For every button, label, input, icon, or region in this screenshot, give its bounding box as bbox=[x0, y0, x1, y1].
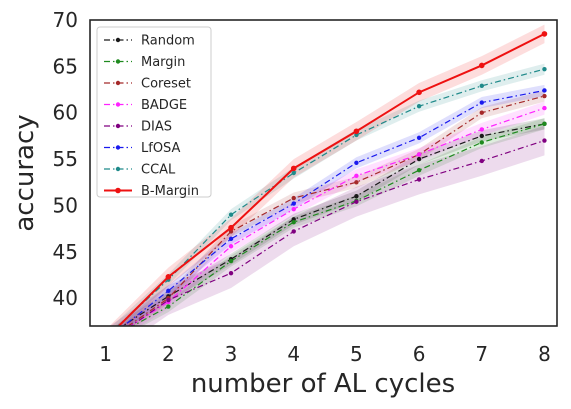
data-point-lfosa bbox=[166, 288, 171, 293]
data-point-random bbox=[354, 193, 359, 199]
y-tick-label: 60 bbox=[53, 101, 78, 125]
data-point-dias bbox=[479, 158, 484, 164]
series-line-dias bbox=[129, 139, 545, 326]
data-point-dias bbox=[228, 270, 234, 276]
data-point-ccal bbox=[228, 212, 234, 217]
data-point-margin bbox=[166, 304, 171, 309]
data-point-lfosa bbox=[228, 236, 234, 242]
data-point-margin bbox=[542, 121, 547, 127]
series-line-lfosa bbox=[122, 89, 545, 326]
series-lines bbox=[103, 31, 548, 342]
data-point-lfosa bbox=[416, 135, 422, 140]
x-axis-label: number of AL cycles bbox=[191, 369, 455, 399]
y-tick-label: 70 bbox=[53, 8, 78, 32]
legend-marker bbox=[115, 166, 121, 172]
legend-marker bbox=[115, 37, 121, 43]
legend-label: Random bbox=[141, 34, 195, 49]
data-point-badge bbox=[291, 206, 296, 212]
data-point-coreset bbox=[479, 110, 484, 115]
legend-box bbox=[96, 26, 212, 198]
x-tick-label: 2 bbox=[162, 342, 175, 366]
data-point-random bbox=[103, 335, 107, 339]
data-point-margin bbox=[479, 140, 484, 145]
legend-label: BADGE bbox=[141, 98, 187, 113]
data-point-b-margin bbox=[541, 31, 548, 37]
data-point-margin bbox=[228, 258, 234, 264]
series-line-coreset bbox=[127, 95, 545, 326]
data-point-b-margin bbox=[228, 224, 234, 231]
legend-marker bbox=[115, 102, 121, 107]
x-tick-label: 5 bbox=[350, 342, 363, 366]
data-point-lfosa bbox=[354, 160, 359, 165]
legend-label: Margin bbox=[141, 55, 185, 70]
data-point-b-margin bbox=[353, 128, 360, 135]
data-point-lfosa bbox=[542, 88, 547, 93]
legend-label: Coreset bbox=[141, 77, 191, 92]
x-tick-label: 3 bbox=[225, 342, 238, 366]
y-tick-label: 45 bbox=[53, 240, 78, 264]
y-axis-ticks: 40 45 50 55 60 65 70 bbox=[53, 8, 78, 310]
x-tick-label: 6 bbox=[413, 342, 426, 366]
x-tick-label: 7 bbox=[475, 342, 488, 366]
data-point-random bbox=[416, 156, 422, 162]
y-axis-label: accuracy bbox=[10, 114, 40, 231]
x-tick-label: 8 bbox=[538, 342, 551, 366]
y-tick-label: 50 bbox=[53, 193, 78, 217]
legend-label: LfOSA bbox=[141, 141, 181, 156]
legend-marker bbox=[115, 187, 121, 194]
series-line-margin bbox=[131, 123, 545, 326]
confidence-band-dias bbox=[109, 125, 545, 326]
data-point-lfosa bbox=[291, 201, 296, 206]
data-point-ccal bbox=[291, 170, 296, 176]
data-point-coreset bbox=[542, 93, 547, 99]
data-point-ccal bbox=[479, 83, 484, 89]
data-point-margin bbox=[416, 168, 422, 173]
data-point-dias bbox=[542, 138, 547, 143]
data-point-badge bbox=[354, 173, 359, 178]
series-line-b-margin bbox=[117, 33, 545, 326]
legend-marker bbox=[115, 123, 121, 129]
data-point-margin bbox=[291, 219, 296, 225]
data-point-coreset bbox=[354, 180, 359, 185]
data-point-lfosa bbox=[479, 100, 484, 105]
data-point-dias bbox=[166, 297, 171, 303]
series-line-random bbox=[121, 123, 545, 326]
legend: Random Margin Coreset BADGE DIAS LfOSA CCAL B-M… bbox=[96, 26, 212, 199]
data-point-b-margin bbox=[416, 89, 422, 96]
data-point-coreset bbox=[228, 229, 234, 234]
x-tick-label: 1 bbox=[99, 342, 112, 366]
legend-label: DIAS bbox=[141, 120, 172, 135]
data-point-coreset bbox=[291, 195, 296, 201]
x-tick-label: 4 bbox=[287, 342, 300, 366]
x-axis-ticks: 1 2 3 4 5 6 7 8 bbox=[99, 342, 551, 366]
plot-frame bbox=[89, 19, 558, 327]
confidence-band-margin bbox=[122, 118, 545, 326]
legend-marker bbox=[115, 80, 121, 86]
y-tick-label: 55 bbox=[53, 147, 78, 171]
series-line-badge bbox=[129, 107, 545, 326]
data-point-ccal bbox=[416, 104, 422, 109]
data-point-random bbox=[479, 133, 484, 139]
data-point-ccal bbox=[542, 66, 547, 72]
y-tick-label: 40 bbox=[53, 286, 78, 310]
data-point-dias bbox=[291, 229, 296, 234]
data-point-b-margin bbox=[290, 165, 297, 172]
legend-label: B-Margin bbox=[141, 184, 199, 199]
data-point-badge bbox=[416, 152, 422, 157]
legend-label: CCAL bbox=[141, 163, 176, 178]
data-point-dias bbox=[354, 199, 359, 204]
data-point-b-margin bbox=[103, 336, 109, 342]
data-point-badge bbox=[542, 105, 547, 111]
data-point-ccal bbox=[354, 132, 359, 138]
data-point-badge bbox=[479, 127, 484, 132]
data-point-b-margin bbox=[478, 62, 485, 69]
legend-marker bbox=[115, 59, 121, 64]
legend-marker bbox=[115, 145, 121, 150]
y-tick-label: 65 bbox=[53, 54, 78, 78]
data-point-dias bbox=[416, 177, 422, 182]
data-point-b-margin bbox=[165, 274, 172, 280]
data-point-badge bbox=[228, 244, 234, 249]
data-point-ccal bbox=[103, 335, 107, 339]
